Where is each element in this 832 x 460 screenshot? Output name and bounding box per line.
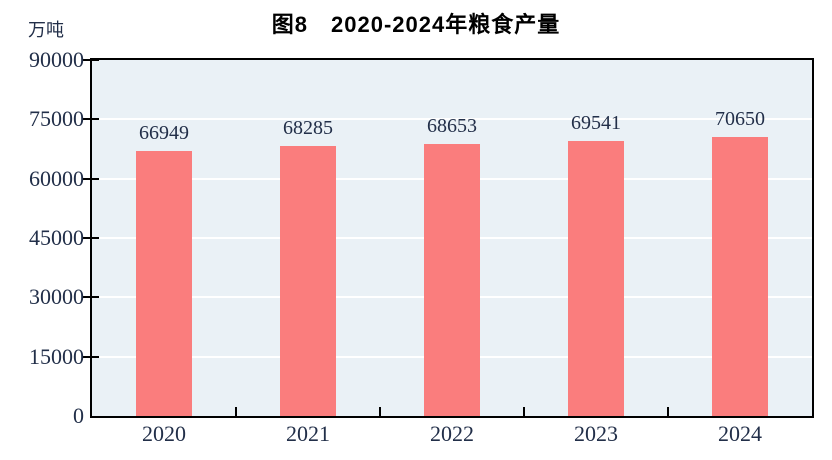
bar-value-label: 69541 xyxy=(571,111,621,134)
x-axis-tick xyxy=(379,407,381,416)
y-axis-tick xyxy=(83,237,99,239)
y-axis-unit-label: 万吨 xyxy=(28,20,64,40)
bar xyxy=(136,151,192,416)
gridline xyxy=(92,118,812,121)
x-axis-tick-label: 2024 xyxy=(718,421,762,446)
x-axis-tick xyxy=(235,407,237,416)
y-axis-tick-label: 15000 xyxy=(29,343,84,369)
y-axis-tick xyxy=(83,177,99,180)
x-axis-tick xyxy=(667,407,669,416)
bar-value-label: 70650 xyxy=(715,107,765,130)
y-axis-tick xyxy=(83,355,99,358)
plot-area: 66949 68285 68653 69541 70650 xyxy=(83,58,814,418)
x-axis-tick xyxy=(523,407,525,416)
x-axis-tick-label: 2020 xyxy=(142,421,186,446)
bar xyxy=(424,144,480,416)
chart-title: 图8 2020-2024年粮食产量 xyxy=(271,12,561,37)
y-axis-tick xyxy=(83,296,99,299)
bar-value-label: 66949 xyxy=(139,122,189,145)
bar xyxy=(712,136,768,416)
bar xyxy=(568,140,624,416)
y-axis-tick-label: 30000 xyxy=(29,284,84,310)
y-axis-tick-label: 45000 xyxy=(29,225,84,250)
y-axis-tick-label: 60000 xyxy=(29,165,84,191)
x-axis-tick-label: 2021 xyxy=(286,421,330,446)
y-axis-tick xyxy=(83,118,99,121)
y-axis-tick-label: 90000 xyxy=(29,47,84,72)
y-axis-tick-label: 0 xyxy=(73,403,84,428)
y-axis-tick xyxy=(83,59,99,61)
bar-value-label: 68285 xyxy=(283,116,333,139)
y-axis-tick-label: 75000 xyxy=(29,106,84,132)
bar xyxy=(280,145,336,416)
bar-value-label: 68653 xyxy=(427,115,477,138)
x-axis-tick-label: 2022 xyxy=(430,421,474,446)
x-axis-tick-label: 2023 xyxy=(574,421,618,446)
